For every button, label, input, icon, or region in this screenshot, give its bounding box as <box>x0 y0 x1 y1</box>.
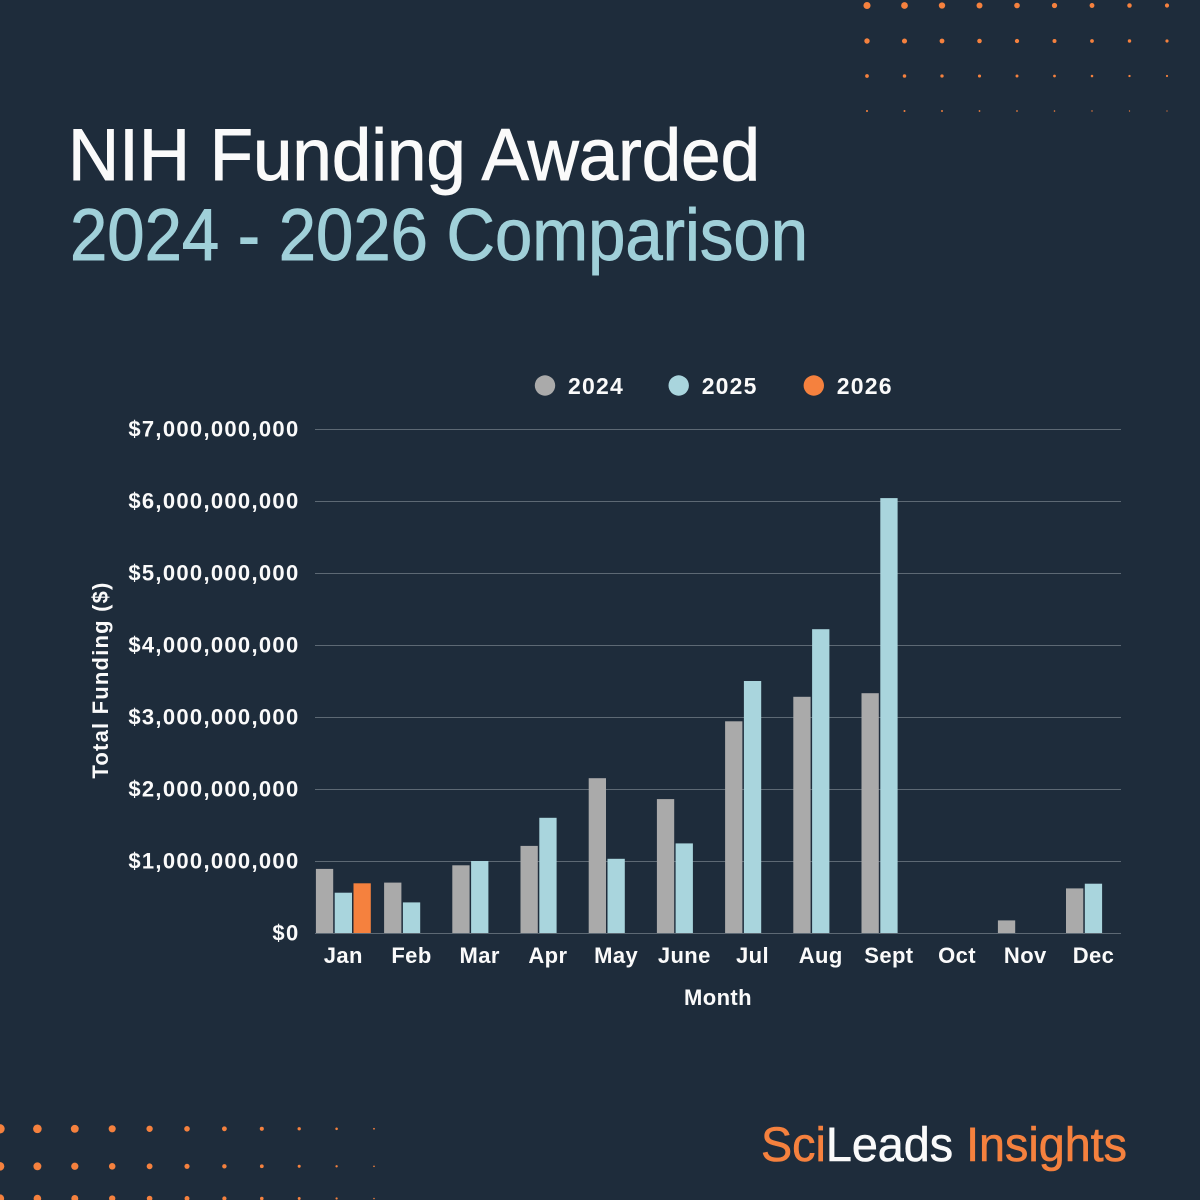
svg-text:$5,000,000,000: $5,000,000,000 <box>128 561 299 586</box>
svg-text:Oct: Oct <box>938 943 976 968</box>
svg-text:Nov: Nov <box>1004 943 1047 968</box>
svg-text:Total Funding ($): Total Funding ($) <box>88 581 113 778</box>
svg-text:$7,000,000,000: $7,000,000,000 <box>128 417 299 442</box>
svg-text:NIH Funding Awarded: NIH Funding Awarded <box>68 115 760 196</box>
svg-text:$1,000,000,000: $1,000,000,000 <box>128 849 299 874</box>
svg-text:$2,000,000,000: $2,000,000,000 <box>128 777 299 802</box>
svg-text:May: May <box>594 943 638 968</box>
svg-text:Feb: Feb <box>391 943 431 968</box>
svg-text:Apr: Apr <box>528 943 567 968</box>
svg-text:Mar: Mar <box>460 943 500 968</box>
svg-text:$3,000,000,000: $3,000,000,000 <box>128 705 299 730</box>
svg-text:2026: 2026 <box>837 373 893 399</box>
svg-text:Jul: Jul <box>736 943 769 968</box>
svg-text:Jan: Jan <box>324 943 363 968</box>
svg-text:2024: 2024 <box>568 373 624 399</box>
svg-text:2025: 2025 <box>702 373 758 399</box>
svg-text:SciLeads Insights: SciLeads Insights <box>761 1119 1127 1172</box>
svg-text:$6,000,000,000: $6,000,000,000 <box>128 489 299 514</box>
svg-text:Aug: Aug <box>799 943 843 968</box>
svg-text:2024 - 2026 Comparison: 2024 - 2026 Comparison <box>70 195 808 276</box>
svg-text:Month: Month <box>684 985 752 1010</box>
svg-text:June: June <box>658 943 711 968</box>
svg-text:$4,000,000,000: $4,000,000,000 <box>128 633 299 658</box>
svg-text:Dec: Dec <box>1073 943 1115 968</box>
svg-text:$0: $0 <box>272 921 299 946</box>
svg-text:Sept: Sept <box>864 943 914 968</box>
